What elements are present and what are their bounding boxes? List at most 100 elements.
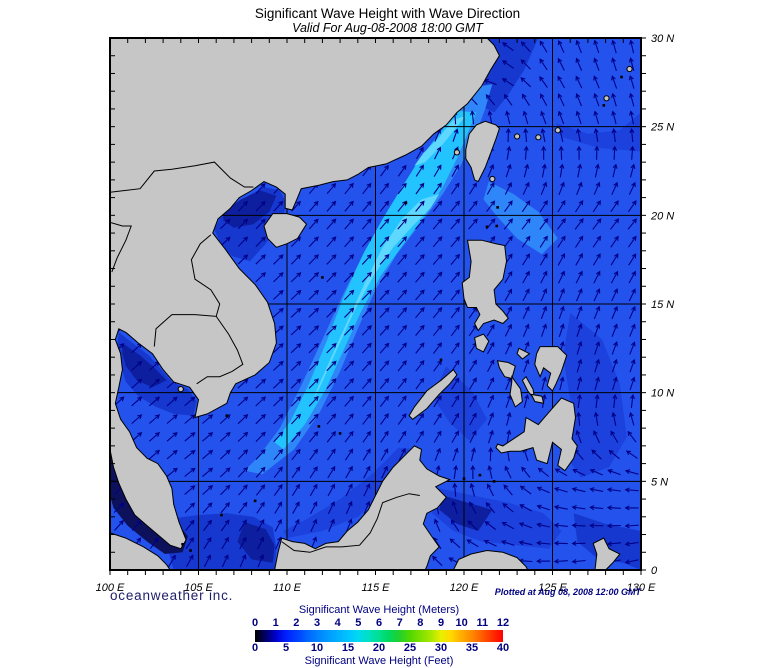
land-palawan [408,368,458,420]
colorbar-tick-label: 10 [310,642,324,654]
gray-island [535,134,542,141]
colorbar-tick-label: 12 [496,617,510,629]
island-dot [485,225,489,229]
map-layers [110,38,641,570]
lat-label: 15 N [651,299,674,311]
lat-label: 0 [651,565,658,577]
cambodia-vietnam-border [196,316,244,385]
island-dot [620,75,623,79]
land-mindoro [474,333,490,353]
colorbar-gradient [255,630,503,642]
island-dot [404,201,408,205]
land-sulawesi-north-arm [452,549,529,570]
patch-taiwan-strait-bright [414,116,466,166]
patch-java-sea-inner [237,522,275,563]
colorbar-title-meters: Significant Wave Height (Meters) [298,604,460,616]
land-sumatra [110,532,171,570]
lon-label: 120 E [450,582,479,594]
land-bohol [530,393,545,404]
colorbar-tick-label: 20 [372,642,386,654]
colorbar-tick-label: 8 [417,617,424,629]
land-hainan [263,213,308,248]
island-dot [495,224,499,228]
colorbar-tick-label: 25 [403,642,417,654]
land-halmahera [592,537,621,570]
lat-label: 5 N [651,476,668,488]
lon-label: 125 E [538,582,567,594]
colorbar-meter-ticks: 0 1 2 3 4 5 6 7 8 9 10 11 12 [251,617,509,630]
lon-label: 130 E [627,582,656,594]
colorbar-tick-label: 15 [341,642,355,654]
patch-gulf-of-tonkin-inner [223,190,277,228]
gray-island [489,175,496,183]
lon-label: 110 E [273,582,302,594]
colorbar-tick-label: 5 [355,617,362,629]
colorbar-tick-label: 7 [396,617,403,629]
vietnam-laos-thailand-border [153,234,221,347]
degree-ticks [109,37,646,575]
island-dot [462,477,466,480]
plotted-at-note: Plotted at Aug 08, 2008 12:00 GMT [494,587,641,597]
gray-island [626,65,633,73]
island-dot [189,549,192,552]
land-mindanao [495,397,578,472]
colorbar-tick-label: 40 [496,642,510,654]
land-taiwan [465,120,500,183]
colorbar-tick-label: 1 [272,617,279,629]
patch-ryukyu-south [556,112,641,152]
colorbar-tick-label: 11 [476,617,489,629]
island-dot [492,480,496,483]
colorbar-tick-label: 4 [334,617,341,629]
island-dot [181,542,184,546]
lat-label: 10 N [651,388,674,400]
oceanweather-credit: oceanweather inc. [110,588,234,603]
borders-layer [110,161,420,553]
island-dot [439,358,443,362]
page-title: Significant Wave Height with Wave Direct… [254,6,521,21]
gray-island [603,95,610,102]
colorbar-title-feet: Significant Wave Height (Feet) [304,655,454,667]
land-borneo [274,445,452,570]
island-dot [602,104,606,107]
island-dot [321,276,324,279]
island-dot [317,425,321,428]
lat-label: 20 N [650,210,674,222]
small-islands-layer [177,65,633,552]
island-dot [225,414,229,418]
colorbar-tick-label: 10 [455,617,468,629]
island-dot [478,473,482,477]
land-masbate [516,347,531,360]
gray-island [514,133,521,140]
land-layer [110,38,621,570]
colorbar-tick-label: 6 [375,617,383,629]
patch-nw-borneo-shelf [283,447,417,539]
lon-label: 100 E [96,582,125,594]
land-negros [509,375,523,408]
colorbar-tick-label: 5 [282,642,290,654]
land-samar-leyte [534,346,568,392]
thailand-myanmar-border [110,221,132,273]
land-asia-mainland [110,38,500,550]
island-dot [220,513,223,517]
gray-island [554,127,561,134]
island-dot [338,432,342,435]
colorbar-tick-label: 3 [313,617,321,629]
colorbar-feet-ticks: 0 5 10 15 20 25 30 35 40 [252,642,509,655]
island-dot [496,206,499,209]
patch-se-corner [573,513,641,570]
island-dot [253,499,257,503]
colorbar-tick-label: 2 [293,617,300,629]
lat-label: 30 N [651,33,674,45]
colorbar-tick-label: 35 [465,642,479,654]
gray-island [453,149,461,156]
gray-island [177,386,184,393]
colorbar-tick-label: 0 [251,617,259,629]
malaysia-indonesia-borneo-border [281,493,420,553]
axis-labels: 30 N 25 N 20 N 15 N 10 N 5 N 0 100 E 105 E 110 E 1… [96,33,675,594]
lon-label: 115 E [362,582,391,594]
china-indochina-border [110,161,254,193]
patch-luzon-ne-light [483,181,558,255]
patch-gulf-of-thailand-inner [122,343,167,388]
